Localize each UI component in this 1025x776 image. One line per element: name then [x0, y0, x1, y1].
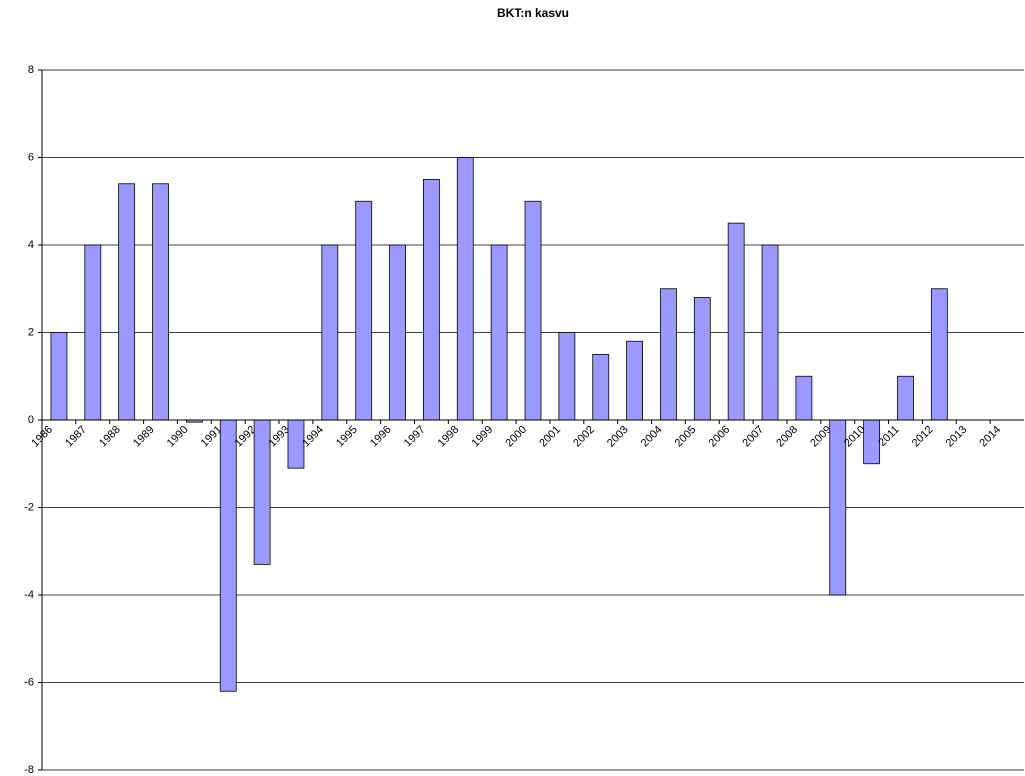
bar — [389, 244, 406, 421]
x-tick-label: 1996 — [368, 424, 394, 450]
bar — [152, 183, 169, 421]
bar — [287, 419, 305, 469]
x-tick-label: 2004 — [639, 424, 665, 450]
bar — [456, 157, 474, 421]
x-tick-label: 1997 — [402, 424, 428, 450]
bar — [558, 332, 576, 421]
x-tick-label: 2002 — [571, 424, 597, 450]
x-tick-label: 1999 — [470, 424, 496, 450]
bar — [660, 288, 677, 421]
y-tick-label: 2 — [28, 326, 34, 338]
bar — [524, 200, 542, 421]
bar — [829, 419, 847, 596]
x-tick-label: 2006 — [707, 424, 733, 450]
y-tick-label: -8 — [24, 764, 34, 776]
bar — [626, 340, 643, 421]
x-tick-label: 2000 — [503, 424, 529, 450]
x-tick-label: 2014 — [977, 424, 1003, 450]
y-tick-label: -6 — [24, 676, 34, 688]
y-tick-label: 8 — [28, 64, 34, 76]
x-tick-label: 2008 — [774, 424, 800, 450]
x-tick-label: 1990 — [165, 424, 191, 450]
x-tick-label: 2001 — [537, 424, 563, 450]
bar — [84, 244, 102, 421]
x-tick-label: 1988 — [97, 424, 123, 450]
bar — [355, 200, 373, 421]
x-tick-label: 2013 — [944, 424, 970, 450]
bar — [490, 244, 508, 421]
x-tick-label: 1987 — [63, 424, 89, 450]
bar — [592, 353, 610, 421]
bar — [219, 419, 237, 692]
x-tick-label: 2005 — [673, 424, 699, 450]
bar — [727, 222, 745, 421]
bar — [693, 297, 711, 421]
bar — [118, 183, 136, 421]
bar — [423, 178, 440, 421]
x-tick-label: 1995 — [334, 424, 360, 450]
bar — [795, 375, 813, 421]
bar — [761, 244, 779, 421]
x-tick-label: 2012 — [910, 424, 936, 450]
chart-title: BKT:n kasvu — [497, 6, 569, 20]
x-tick-label: 1998 — [436, 424, 462, 450]
bar — [321, 244, 339, 421]
y-tick-label: 6 — [28, 151, 34, 163]
x-tick-label: 2003 — [605, 424, 631, 450]
y-tick-label: -2 — [24, 501, 34, 513]
bar — [930, 288, 948, 421]
bar — [897, 375, 914, 421]
y-tick-label: -4 — [24, 589, 34, 601]
y-tick-label: 0 — [28, 414, 34, 426]
x-tick-label: 2011 — [876, 424, 901, 449]
x-tick-label: 2007 — [740, 424, 766, 450]
x-tick-label: 1989 — [131, 424, 157, 450]
bar — [50, 332, 68, 421]
y-tick-label: 4 — [28, 239, 34, 251]
